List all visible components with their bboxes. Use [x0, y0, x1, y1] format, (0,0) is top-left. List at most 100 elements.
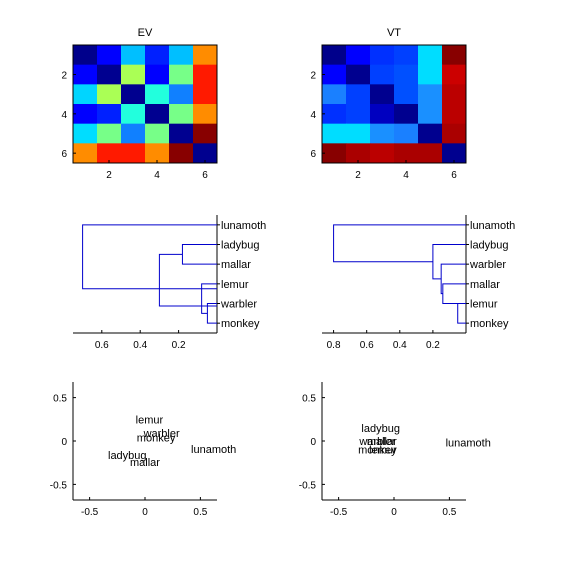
point-label: lunamoth — [191, 444, 236, 456]
y-tick-label: 4 — [61, 110, 67, 121]
leaf-label: ladybug — [470, 240, 509, 252]
y-tick-label: 0.5 — [53, 394, 67, 405]
dendrogram-ev: lunamoth ladybug mallar lemur warbler monkey 0… — [73, 215, 266, 351]
heatmap-cell — [370, 84, 395, 105]
heatmap-cell — [193, 143, 218, 164]
x-tick-label: -0.5 — [330, 507, 348, 518]
heatmap-cell — [322, 45, 347, 66]
x-tick-label: 0.2 — [172, 340, 186, 351]
dendrogram-link — [440, 263, 466, 295]
y-tick-label: 2 — [310, 71, 316, 82]
heatmap-cell — [442, 45, 467, 66]
heatmap-cell — [394, 104, 419, 125]
heatmap-cell — [73, 84, 98, 105]
dendrogram-vt: lunamoth ladybug warbler mallar lemur monkey 0… — [322, 215, 515, 351]
plot-frame — [321, 44, 467, 164]
leaf-label: warbler — [220, 299, 257, 311]
y-tick-label: 6 — [310, 149, 316, 160]
leaf-label: lunamoth — [221, 220, 266, 232]
x-tick-label: 0.6 — [360, 340, 374, 351]
leaf-label: mallar — [221, 259, 251, 271]
heatmap-cell — [346, 143, 371, 164]
leaf-label: lemur — [470, 299, 498, 311]
heatmap-cell — [442, 123, 467, 144]
heatmap-cell — [346, 123, 371, 144]
heatmap-cell — [169, 104, 194, 125]
point-label: lemur — [136, 414, 164, 426]
y-tick-label: 6 — [61, 149, 67, 160]
heatmap-cell — [193, 45, 218, 66]
heatmap-vt: VT 2 4 6 2 4 6 — [310, 27, 467, 181]
heatmap-cell — [169, 123, 194, 144]
heatmap-cell — [121, 64, 146, 85]
heatmap-cell — [394, 123, 419, 144]
heatmap-cell — [121, 45, 146, 66]
x-tick-label: 0.5 — [442, 507, 456, 518]
heatmap-cell — [193, 104, 218, 125]
leaf-label: monkey — [470, 318, 509, 330]
dendrogram-link — [181, 244, 217, 265]
heatmap-cell — [394, 84, 419, 105]
heatmap-cell — [145, 45, 170, 66]
heatmap-cell — [394, 143, 419, 164]
point-label: mallar — [367, 436, 397, 448]
y-tick-label: -0.5 — [50, 480, 68, 491]
heatmap-cell — [97, 64, 122, 85]
heatmap-cell — [346, 104, 371, 125]
heatmap-cell — [169, 84, 194, 105]
heatmap-cell — [97, 123, 122, 144]
heatmap-cell — [370, 123, 395, 144]
heatmap-cell — [193, 84, 218, 105]
heatmap-cell — [418, 45, 443, 66]
y-tick-label: 4 — [310, 110, 316, 121]
heatmap-cell — [73, 104, 98, 125]
heatmap-cell — [145, 64, 170, 85]
x-tick-label: 6 — [451, 170, 457, 181]
heatmap-cell — [193, 64, 218, 85]
x-tick-label: 4 — [154, 170, 160, 181]
y-tick-label: 0.5 — [302, 394, 316, 405]
point-label: mallar — [130, 457, 160, 469]
x-tick-label: 0.4 — [133, 340, 147, 351]
heatmap-cell — [370, 64, 395, 85]
heatmap-cell — [121, 104, 146, 125]
leaf-label: monkey — [221, 318, 260, 330]
y-tick-label: 2 — [61, 71, 67, 82]
leaf-label: lunamoth — [470, 220, 515, 232]
point-label: warbler — [358, 436, 395, 448]
point-label: lemur — [369, 445, 397, 457]
heatmap-cell — [145, 143, 170, 164]
leaf-label: warbler — [469, 259, 506, 271]
y-tick-label: -0.5 — [299, 480, 317, 491]
heatmap-cell — [145, 123, 170, 144]
x-tick-label: 6 — [202, 170, 208, 181]
heatmap-cell — [322, 64, 347, 85]
x-tick-label: 0.4 — [393, 340, 407, 351]
heatmap-cell — [322, 123, 347, 144]
heatmap-cell — [121, 84, 146, 105]
heatmap-cell — [121, 143, 146, 164]
y-tick-label: 0 — [61, 437, 67, 448]
x-tick-label: 2 — [106, 170, 112, 181]
heatmap-cell — [346, 45, 371, 66]
heatmap-cell — [97, 104, 122, 125]
y-tick-label: 0 — [310, 437, 316, 448]
heatmap-cell — [418, 84, 443, 105]
point-label: monkey — [358, 445, 397, 457]
heatmap-cell — [370, 104, 395, 125]
x-tick-label: -0.5 — [81, 507, 99, 518]
dendrogram-link — [432, 244, 466, 280]
heatmap-cell — [370, 45, 395, 66]
x-tick-label: 0 — [142, 507, 148, 518]
heatmap-cell — [394, 64, 419, 85]
x-tick-label: 2 — [355, 170, 361, 181]
dendrogram-link — [158, 253, 217, 307]
heatmap-cell — [322, 143, 347, 164]
point-label: lunamoth — [446, 438, 491, 450]
heatmap-cell — [73, 143, 98, 164]
heatmap-ev: EV 2 4 6 2 4 6 — [61, 27, 218, 181]
heatmap-cell — [145, 104, 170, 125]
heatmap-cell — [97, 45, 122, 66]
